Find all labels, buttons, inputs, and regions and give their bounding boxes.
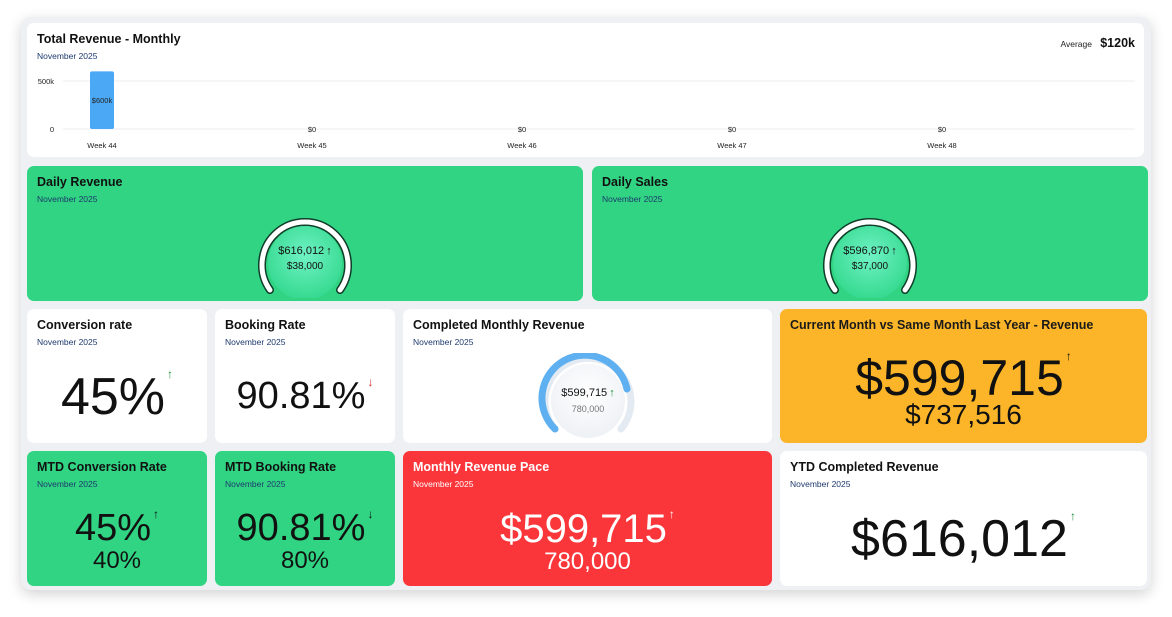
daily-revenue-value: $616,012 [278,245,325,257]
x-tick-label: Week 48 [927,141,956,150]
dashboard-frame: Total Revenue - Monthly November 2025 Av… [21,17,1151,590]
daily-sales-card: Daily Sales November 2025 $596,870 ↑ $37,… [592,166,1148,301]
card-subtitle: November 2025 [37,51,98,61]
card-title: MTD Booking Rate [225,460,337,474]
arrow-up-icon: ↑ [1069,509,1076,523]
gauge-target: $37,000 [851,261,889,272]
gauge-value: $599,715 ↑ [528,387,648,399]
card-subtitle: November 2025 [37,194,98,204]
arrow-up-icon: ↑ [891,245,897,257]
card-subtitle: November 2025 [413,337,474,347]
bar-data-label: $0 [518,125,526,134]
value-text: 45% [74,507,152,549]
y-tick-label: 500k [38,77,55,86]
mtd-conversion-target: 40% [92,547,142,574]
card-subtitle: November 2025 [602,194,663,204]
mtd-booking-rate-card: MTD Booking Rate November 2025 90.81% ↓ 8… [215,451,395,586]
arrow-up-icon: ↑ [167,367,174,381]
arrow-down-icon: ↓ [367,375,374,389]
bar-data-label: $0 [938,125,946,134]
daily-revenue-card: Daily Revenue November 2025 $616,012 ↑ $3… [27,166,583,301]
gauge-value: $616,012 ↑ [245,245,365,257]
value-text: 45% [60,368,166,426]
mtd-booking-target: 80% [280,547,330,574]
revenue-pace-value: $599,715 ↑ [403,507,772,552]
card-title: Completed Monthly Revenue [413,318,585,332]
x-tick-label: Week 46 [507,141,536,150]
value-text: $599,715 [500,507,667,551]
gauge-target: $38,000 [286,261,324,272]
bar-data-label: $0 [728,125,736,134]
card-title: Monthly Revenue Pace [413,460,550,474]
card-title: Total Revenue - Monthly [37,32,181,46]
booking-rate-value: 90.81% ↓ [215,375,395,418]
card-title: MTD Conversion Rate [37,460,167,474]
monthly-revenue-pace-card: Monthly Revenue Pace November 2025 $599,… [403,451,772,586]
card-subtitle: November 2025 [790,479,851,489]
card-subtitle: November 2025 [37,337,98,347]
value-text: $616,012 [851,510,1068,568]
last-year-value: $737,516 [905,399,1022,430]
x-tick-label: Week 44 [87,141,116,150]
x-tick-label: Week 47 [717,141,746,150]
gauge-target: 780,000 [571,404,605,414]
bar-data-label: $0 [308,125,316,134]
revenue-bar-chart: 500k 0 $600k Week 44 $0 Week 45 $0 Week 46 $0 W… [38,71,1135,150]
average-value: $120k [1100,36,1135,50]
revenue-pace-target: 780,000 [544,548,631,575]
arrow-up-icon: ↑ [326,245,332,257]
conversion-rate-value: 45% ↑ [27,367,207,427]
card-title: Conversion rate [37,318,133,332]
current-vs-last-year-card: Current Month vs Same Month Last Year - … [780,309,1147,443]
card-title: Booking Rate [225,318,306,332]
daily-sales-value: $596,870 [843,245,890,257]
card-title: Current Month vs Same Month Last Year - … [790,318,1094,332]
current-month-value: $599,715 ↑ [780,349,1147,407]
arrow-up-icon: ↑ [153,507,160,521]
y-tick-label: 0 [50,125,54,134]
arrow-up-icon: ↑ [668,507,675,521]
card-title: Daily Sales [602,175,669,189]
card-title: YTD Completed Revenue [790,460,939,474]
mtd-booking-value: 90.81% ↓ [215,507,395,550]
arrow-up-icon: ↑ [609,387,615,399]
completed-revenue-gauge [538,353,635,438]
value-text: $599,715 [855,350,1064,406]
booking-rate-card: Booking Rate November 2025 90.81% ↓ [215,309,395,443]
daily-sales-gauge [823,218,917,298]
arrow-down-icon: ↓ [367,507,374,521]
ytd-completed-revenue-card: YTD Completed Revenue November 2025 $616… [780,451,1147,586]
value-text: 90.81% [236,507,366,549]
average-label: Average [1060,39,1092,49]
total-revenue-card: Total Revenue - Monthly November 2025 Av… [27,23,1144,157]
card-subtitle: November 2025 [225,337,286,347]
completed-revenue-value: $599,715 [561,387,608,399]
bar-data-label: $600k [92,96,113,105]
daily-revenue-gauge [258,218,352,298]
gauge-value: $596,870 ↑ [810,245,930,257]
revenue-bar[interactable] [90,71,114,129]
card-subtitle: November 2025 [37,479,98,489]
ytd-revenue-value: $616,012 ↑ [780,509,1147,569]
card-subtitle: November 2025 [225,479,286,489]
conversion-rate-card: Conversion rate November 2025 45% ↑ [27,309,207,443]
value-text: 90.81% [236,375,366,417]
mtd-conversion-rate-card: MTD Conversion Rate November 2025 45% ↑ 4… [27,451,207,586]
card-subtitle: November 2025 [413,479,474,489]
mtd-conversion-value: 45% ↑ [27,507,207,550]
completed-monthly-revenue-card: Completed Monthly Revenue November 2025 … [403,309,772,443]
x-tick-label: Week 45 [297,141,326,150]
arrow-up-icon: ↑ [1065,349,1072,363]
card-title: Daily Revenue [37,175,123,189]
